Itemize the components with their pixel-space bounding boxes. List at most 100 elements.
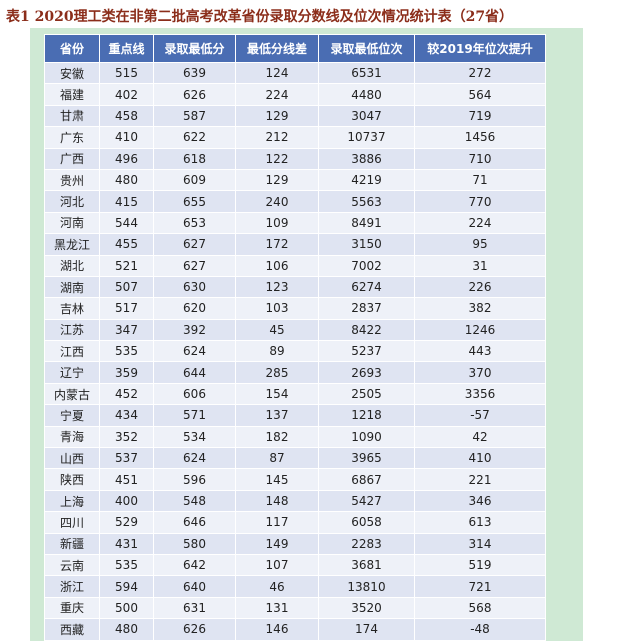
value-cell: 3150 bbox=[319, 234, 415, 255]
table-row: 黑龙江455627172315095 bbox=[45, 234, 546, 255]
province-cell: 湖南 bbox=[45, 276, 100, 297]
value-cell: 3047 bbox=[319, 105, 415, 126]
value-cell: 272 bbox=[415, 63, 546, 84]
value-cell: 400 bbox=[100, 490, 154, 511]
value-cell: 226 bbox=[415, 276, 546, 297]
province-cell: 浙江 bbox=[45, 576, 100, 597]
header-cell: 录取最低分 bbox=[154, 35, 236, 63]
table-row: 新疆4315801492283314 bbox=[45, 533, 546, 554]
value-cell: 172 bbox=[236, 234, 319, 255]
value-cell: 3520 bbox=[319, 597, 415, 618]
value-cell: 240 bbox=[236, 191, 319, 212]
table-row: 吉林5176201032837382 bbox=[45, 298, 546, 319]
value-cell: 174 bbox=[319, 619, 415, 640]
value-cell: 568 bbox=[415, 597, 546, 618]
value-cell: 644 bbox=[154, 362, 236, 383]
value-cell: 5563 bbox=[319, 191, 415, 212]
value-cell: 1456 bbox=[415, 127, 546, 148]
value-cell: 580 bbox=[154, 533, 236, 554]
value-cell: 770 bbox=[415, 191, 546, 212]
value-cell: 5237 bbox=[319, 341, 415, 362]
value-cell: 624 bbox=[154, 341, 236, 362]
value-cell: 571 bbox=[154, 405, 236, 426]
value-cell: 3886 bbox=[319, 148, 415, 169]
value-cell: 87 bbox=[236, 448, 319, 469]
value-cell: 431 bbox=[100, 533, 154, 554]
value-cell: 13810 bbox=[319, 576, 415, 597]
value-cell: 123 bbox=[236, 276, 319, 297]
header-cell: 重点线 bbox=[100, 35, 154, 63]
table-row: 贵州480609129421971 bbox=[45, 169, 546, 190]
table-row: 陕西4515961456867221 bbox=[45, 469, 546, 490]
value-cell: 719 bbox=[415, 105, 546, 126]
value-cell: 521 bbox=[100, 255, 154, 276]
value-cell: 5427 bbox=[319, 490, 415, 511]
value-cell: 145 bbox=[236, 469, 319, 490]
value-cell: 622 bbox=[154, 127, 236, 148]
value-cell: 626 bbox=[154, 84, 236, 105]
value-cell: 124 bbox=[236, 63, 319, 84]
value-cell: 131 bbox=[236, 597, 319, 618]
value-cell: 46 bbox=[236, 576, 319, 597]
value-cell: 624 bbox=[154, 448, 236, 469]
value-cell: 653 bbox=[154, 212, 236, 233]
value-cell: 402 bbox=[100, 84, 154, 105]
value-cell: 620 bbox=[154, 298, 236, 319]
value-cell: 359 bbox=[100, 362, 154, 383]
table-row: 四川5296461176058613 bbox=[45, 512, 546, 533]
value-cell: 655 bbox=[154, 191, 236, 212]
table-row: 甘肃4585871293047719 bbox=[45, 105, 546, 126]
value-cell: 95 bbox=[415, 234, 546, 255]
value-cell: 517 bbox=[100, 298, 154, 319]
value-cell: 480 bbox=[100, 169, 154, 190]
header-cell: 最低分线差 bbox=[236, 35, 319, 63]
value-cell: 631 bbox=[154, 597, 236, 618]
table-row: 内蒙古45260615425053356 bbox=[45, 383, 546, 404]
table-panel: 省份重点线录取最低分最低分线差录取最低位次较2019年位次提升 安徽515639… bbox=[30, 28, 583, 641]
province-cell: 辽宁 bbox=[45, 362, 100, 383]
province-cell: 上海 bbox=[45, 490, 100, 511]
table-row: 宁夏4345711371218-57 bbox=[45, 405, 546, 426]
province-cell: 广西 bbox=[45, 148, 100, 169]
table-row: 河南5446531098491224 bbox=[45, 212, 546, 233]
value-cell: 627 bbox=[154, 234, 236, 255]
value-cell: 148 bbox=[236, 490, 319, 511]
table-row: 河北4156552405563770 bbox=[45, 191, 546, 212]
value-cell: 137 bbox=[236, 405, 319, 426]
data-table: 省份重点线录取最低分最低分线差录取最低位次较2019年位次提升 安徽515639… bbox=[44, 34, 546, 641]
value-cell: 129 bbox=[236, 105, 319, 126]
province-cell: 甘肃 bbox=[45, 105, 100, 126]
value-cell: 443 bbox=[415, 341, 546, 362]
value-cell: 507 bbox=[100, 276, 154, 297]
value-cell: 107 bbox=[236, 554, 319, 575]
value-cell: 2505 bbox=[319, 383, 415, 404]
value-cell: 480 bbox=[100, 619, 154, 640]
value-cell: 129 bbox=[236, 169, 319, 190]
table-row: 浙江5946404613810721 bbox=[45, 576, 546, 597]
value-cell: 149 bbox=[236, 533, 319, 554]
value-cell: -48 bbox=[415, 619, 546, 640]
value-cell: 415 bbox=[100, 191, 154, 212]
value-cell: 535 bbox=[100, 341, 154, 362]
value-cell: 10737 bbox=[319, 127, 415, 148]
value-cell: 639 bbox=[154, 63, 236, 84]
value-cell: 352 bbox=[100, 426, 154, 447]
province-cell: 重庆 bbox=[45, 597, 100, 618]
value-cell: 1246 bbox=[415, 319, 546, 340]
value-cell: 6867 bbox=[319, 469, 415, 490]
value-cell: 6058 bbox=[319, 512, 415, 533]
value-cell: 6274 bbox=[319, 276, 415, 297]
table-row: 广西4966181223886710 bbox=[45, 148, 546, 169]
province-cell: 西藏 bbox=[45, 619, 100, 640]
value-cell: 596 bbox=[154, 469, 236, 490]
value-cell: 4480 bbox=[319, 84, 415, 105]
value-cell: 285 bbox=[236, 362, 319, 383]
province-cell: 河北 bbox=[45, 191, 100, 212]
value-cell: 182 bbox=[236, 426, 319, 447]
value-cell: 515 bbox=[100, 63, 154, 84]
province-cell: 新疆 bbox=[45, 533, 100, 554]
header-cell: 录取最低位次 bbox=[319, 35, 415, 63]
value-cell: 410 bbox=[415, 448, 546, 469]
province-cell: 安徽 bbox=[45, 63, 100, 84]
